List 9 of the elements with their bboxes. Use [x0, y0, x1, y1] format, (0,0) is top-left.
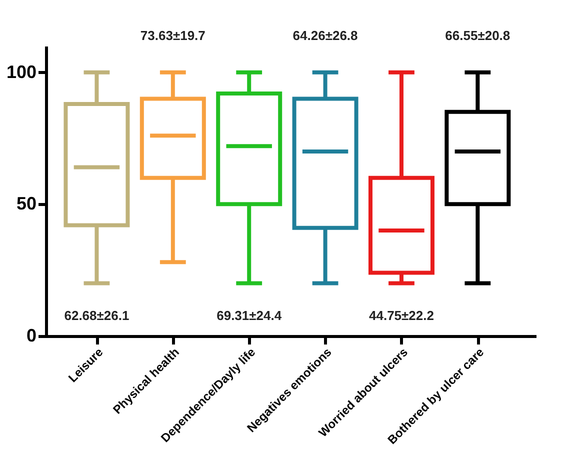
text: 73.63±19.7 [140, 28, 206, 43]
y-tick-label: 0 [26, 326, 36, 346]
y-tick-label: 100 [6, 62, 36, 82]
annotation: 62.68±26.1 [64, 308, 130, 323]
text: 64.26±26.8 [292, 28, 358, 43]
y-tick-label: 50 [16, 194, 36, 214]
text: 66.55±20.8 [445, 28, 510, 43]
annotation: 44.75±22.2 [368, 308, 434, 323]
annotation: 69.31±24.4 [216, 308, 282, 323]
